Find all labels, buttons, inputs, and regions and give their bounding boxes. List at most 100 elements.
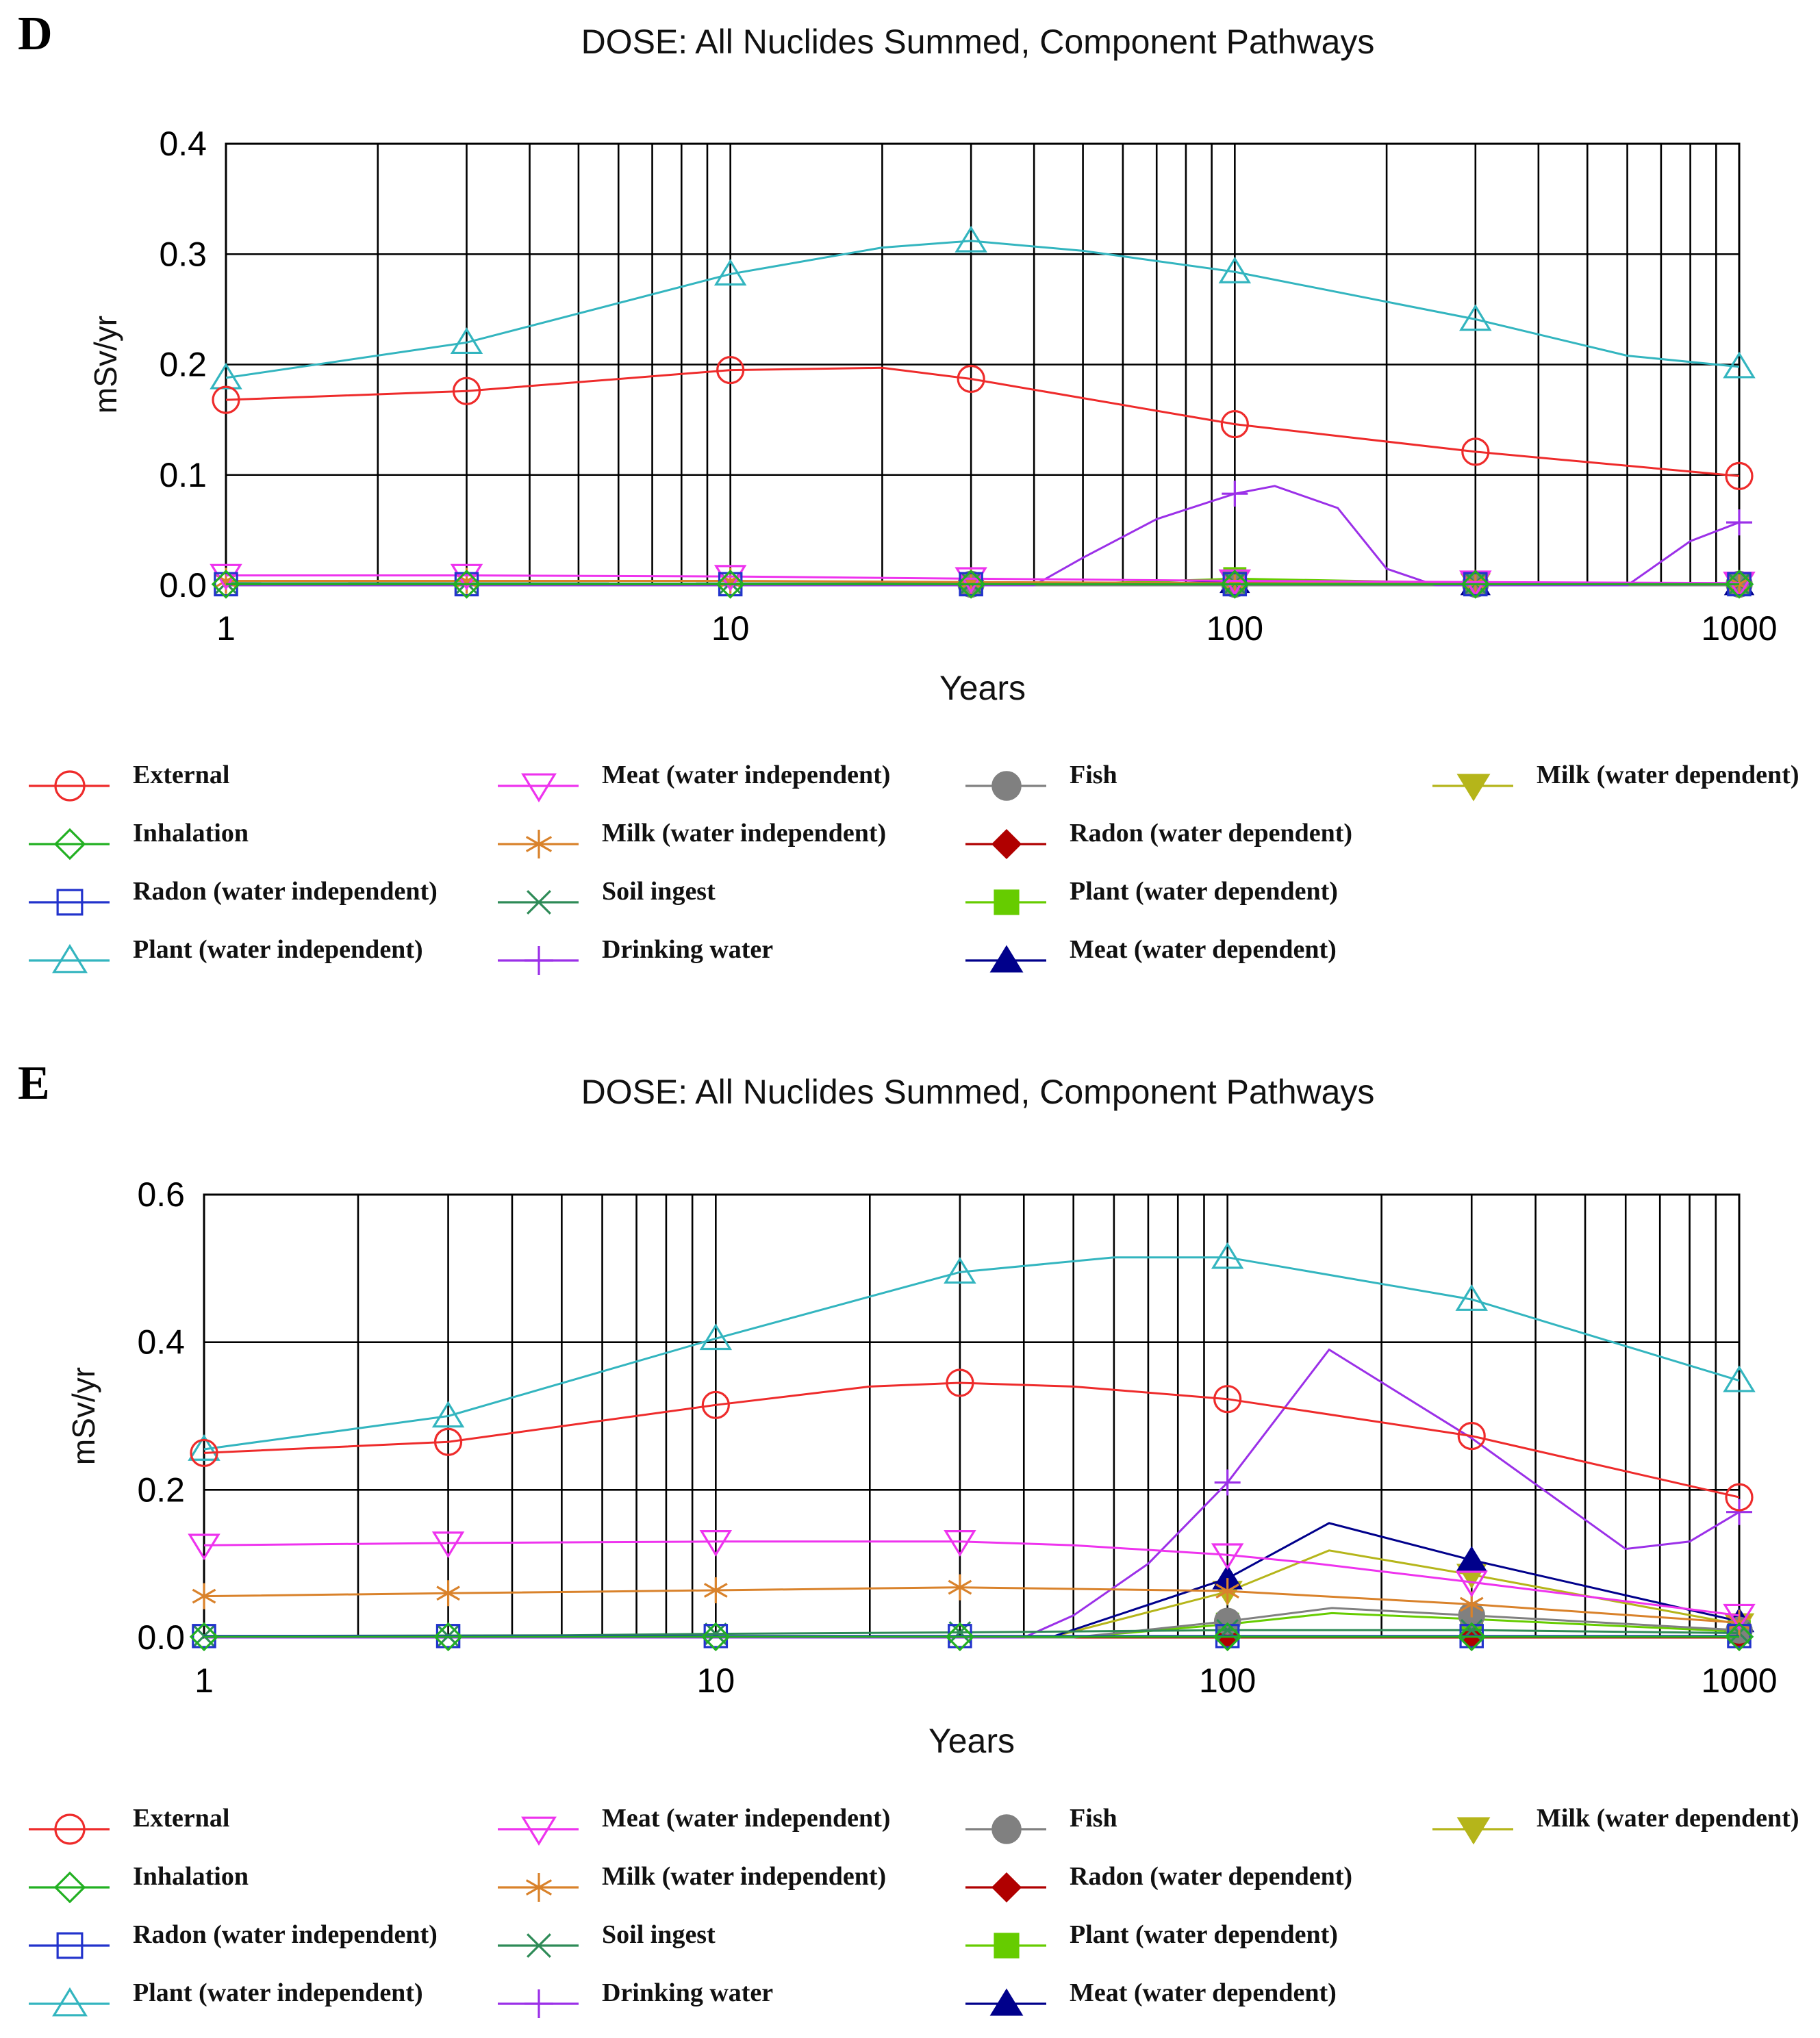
data-point [1726,509,1752,536]
data-point [948,1574,972,1601]
legend-label: Drinking water [602,935,773,964]
data-point [1726,1499,1752,1525]
legend-item-meat-water-dependent: Meat (water dependent) [965,1978,1337,2016]
data-point [1456,1546,1487,1571]
y-tick-label: 0.3 [159,235,207,273]
data-point [1461,437,1490,466]
data-point [210,563,242,591]
data-point [190,1438,218,1468]
y-tick-label: 0.1 [159,456,207,494]
series-line [204,1348,1740,1639]
chart-panel-e: E DOSE: All Nuclides Summed, Component Pa… [18,1057,1799,2018]
legend-marker [991,1814,1022,1844]
legend-item-radon-water-independent: Radon (water independent) [29,877,438,916]
data-point [1211,1543,1244,1570]
legend-item-radon-water-dependent: Radon (water dependent) [965,819,1352,860]
legend-label: Inhalation [133,819,249,848]
series-external [212,355,1754,490]
legend-marker [524,946,553,975]
data-point [704,1577,728,1603]
data-point [431,1401,465,1428]
legend-label: Plant (water independent) [133,1978,423,2007]
series-line [203,1381,1740,1499]
x-tick-label: 1 [194,1661,214,1700]
data-point [957,364,985,394]
data-point [1213,1622,1242,1652]
legend-marker [521,1816,557,1846]
legend-item-fish: Fish [965,761,1117,801]
data-point [1455,1570,1488,1598]
legend-item-drinking-water: Drinking water [498,1978,773,2018]
legend-label: Soil ingest [602,1920,716,1949]
y-tick-label: 0.0 [137,1618,185,1657]
legend-item-radon-water-dependent: Radon (water dependent) [965,1862,1352,1903]
legend-label: Radon (water dependent) [1070,1862,1352,1891]
series-line [203,1540,1740,1617]
chart-panel-d: D DOSE: All Nuclides Summed, Component Pa… [18,8,1799,975]
legend-marker [524,1989,553,2018]
legend-item-plant-water-dependent: Plant (water dependent) [965,1920,1338,1959]
legend-item-meat-water-independent: Meat (water independent) [498,1804,890,1846]
data-point [704,1622,727,1645]
legend-item-soil-ingest: Soil ingest [498,1920,716,1958]
legend-label: Plant (water dependent) [1070,877,1338,906]
legend-marker [52,1987,88,2017]
x-axis-label: Years [939,669,1026,707]
series-line [226,485,1740,587]
legend-marker [56,889,84,916]
legend-marker [521,773,557,803]
legend-label: Radon (water independent) [133,1920,438,1949]
data-point [433,1622,463,1652]
legend-label: Meat (water independent) [602,761,890,789]
data-point [701,1390,730,1419]
panel-letter: D [18,8,53,60]
legend-item-plant-water-dependent: Plant (water dependent) [965,877,1338,915]
data-point [1220,409,1249,439]
y-tick-label: 0.0 [159,566,207,604]
y-tick-label: 0.2 [159,346,207,384]
data-point [1213,1607,1241,1635]
data-point [699,1530,733,1557]
data-point [188,1434,220,1461]
legend-marker [989,1988,1024,2016]
y-tick-label: 0.6 [137,1175,185,1214]
legend-label: Milk (water independent) [602,1862,886,1891]
data-point [1723,1365,1756,1392]
y-axis-label: mSv/yr [88,316,123,413]
legend-item-meat-water-independent: Meat (water independent) [498,761,890,803]
series-inhalation [189,1622,1754,1652]
data-point [716,355,745,385]
legend-marker [525,1873,553,1902]
legend-marker [991,771,1022,801]
data-point [956,570,986,599]
data-point [944,1530,976,1557]
gridlines [203,1193,1741,1639]
data-point [1222,481,1248,507]
legend-label: Inhalation [133,1862,249,1891]
legend-label: Plant (water dependent) [1070,1920,1338,1949]
legend-marker [53,1871,86,1904]
legend-item-inhalation: Inhalation [29,1862,249,1904]
legend-marker [991,1872,1022,1903]
legend-item-milk-water-independent: Milk (water independent) [498,1862,886,1902]
data-point [713,259,747,286]
legend-label: Meat (water dependent) [1070,935,1337,964]
legend: External Inhalation Radon (water independe… [29,761,1799,975]
legend-marker [1456,774,1491,802]
data-point [189,1622,219,1652]
series-drinking-water [204,1348,1752,1639]
series-layer [188,1242,1756,1652]
legend-marker [527,1933,551,1958]
data-point [1725,461,1754,490]
data-point [210,362,242,390]
series-meat-water-independent [188,1530,1756,1631]
data-point [1457,1422,1486,1451]
series-inhalation [211,570,1754,599]
legend-item-radon-water-independent: Radon (water independent) [29,1920,438,1959]
gridlines [225,142,1741,587]
data-point [716,570,745,599]
x-tick-label: 1000 [1701,1661,1777,1700]
plot-frame [203,1193,1741,1639]
legend-label: Drinking water [602,1978,773,2007]
x-tick-label: 10 [697,1661,735,1700]
